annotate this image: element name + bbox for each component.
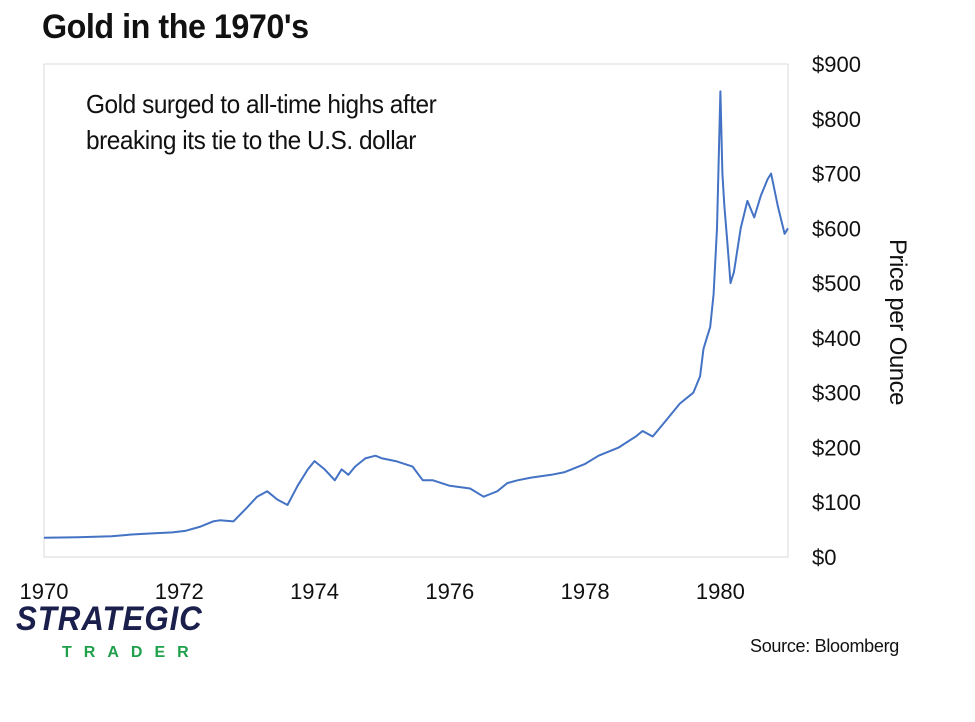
y-axis: $0 $100 $200 $300 $400 $500 $600 $700 $800 $900	[812, 52, 861, 570]
y-tick-label: $200	[812, 435, 861, 460]
x-axis: 1970 1972 1974 1976 1978 1980	[20, 579, 745, 604]
plot-area	[43, 63, 789, 558]
x-tick-label: 1974	[290, 579, 339, 604]
x-tick-label: 1970	[20, 579, 69, 604]
y-tick-label: $700	[812, 162, 861, 187]
y-tick-label: $400	[812, 326, 861, 351]
x-tick-label: 1976	[425, 579, 474, 604]
source-note: Source: Bloomberg	[750, 636, 899, 656]
chart-title: Gold in the 1970's	[42, 8, 309, 46]
y-tick-label: $300	[812, 381, 861, 406]
y-tick-label: $500	[812, 271, 861, 296]
y-tick-label: $600	[812, 216, 861, 241]
y-tick-label: $0	[812, 545, 836, 570]
y-tick-label: $100	[812, 490, 861, 515]
y-axis-label: Price per Ounce	[884, 239, 911, 405]
strategic-trader-logo: STRATEGIC	[16, 600, 203, 638]
y-tick-label: $800	[812, 107, 861, 132]
x-tick-label: 1980	[696, 579, 745, 604]
y-tick-label: $900	[812, 52, 861, 77]
x-tick-label: 1972	[155, 579, 204, 604]
gold-price-line	[43, 90, 789, 539]
trader-logo-subtitle: TRADER	[62, 644, 201, 661]
x-tick-label: 1978	[561, 579, 610, 604]
chart-annotation: Gold surged to all-time highs after brea…	[86, 89, 437, 155]
